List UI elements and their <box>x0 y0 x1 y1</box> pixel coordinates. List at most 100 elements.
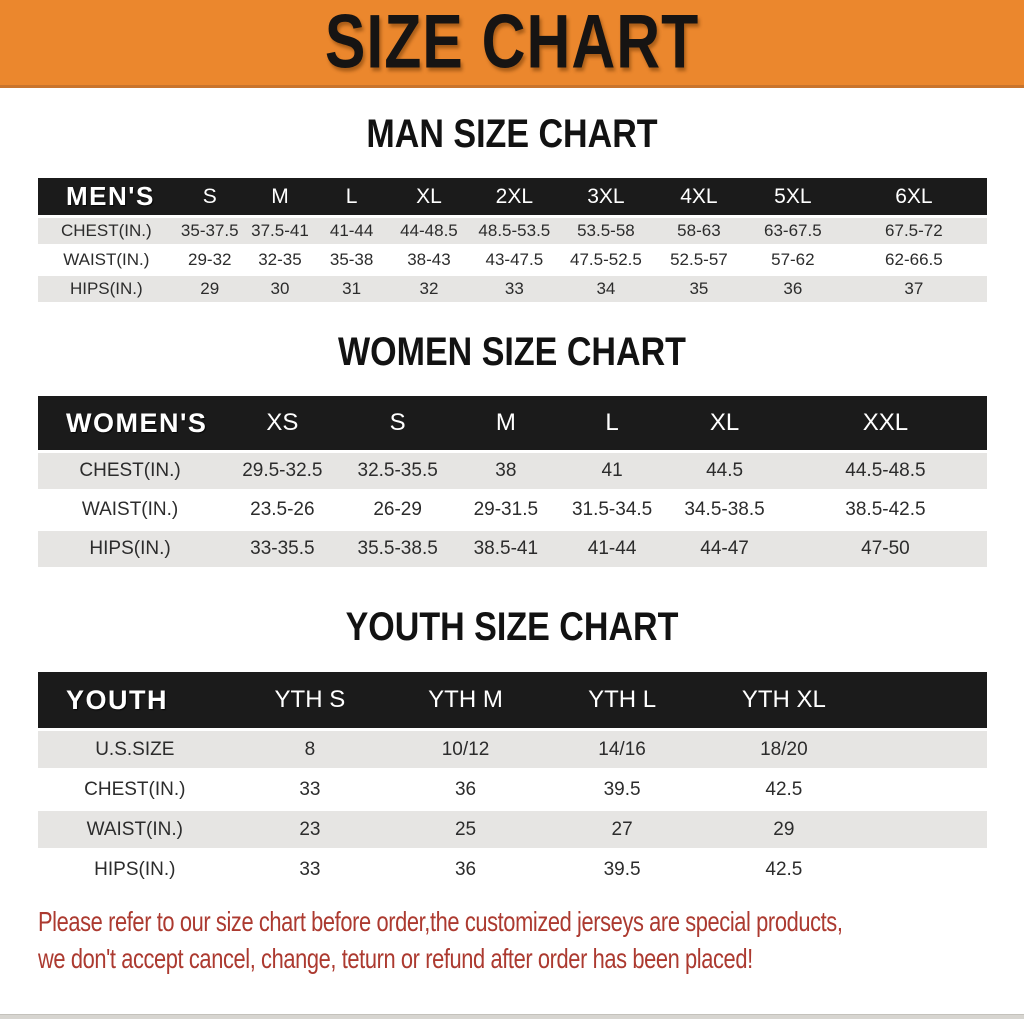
size-value-cell: 30 <box>244 273 316 302</box>
size-value-cell: 57-62 <box>744 244 841 273</box>
size-value-cell: 39.5 <box>542 848 702 888</box>
table-row: HIPS(IN.) 33 36 39.5 42.5 <box>38 848 987 888</box>
size-value-cell: 33 <box>231 848 389 888</box>
row-label: CHEST(IN.) <box>38 215 175 244</box>
size-value-cell: 67.5-72 <box>840 215 987 244</box>
row-label: CHEST(IN.) <box>38 450 223 489</box>
men-size-table: MEN'S S M L XL 2XL 3XL 4XL 5XL 6XL CHEST(IN.) 35-37… <box>38 178 987 302</box>
column-header: XXL <box>783 396 987 450</box>
table-row: WAIST(IN.) 23 25 27 29 <box>38 808 987 848</box>
size-value-cell: 58-63 <box>652 215 745 244</box>
row-label: HIPS(IN.) <box>38 273 175 302</box>
table-row: CHEST(IN.) 35-37.5 37.5-41 41-44 44-48.5 48.5… <box>38 215 987 244</box>
size-value-cell: 35-38 <box>315 244 389 273</box>
size-value-cell: 36 <box>744 273 841 302</box>
size-value-cell: 29 <box>174 273 245 302</box>
size-value-cell: 39.5 <box>542 768 702 808</box>
youth-size-section: YOUTH SIZE CHART YOUTH YTH S YTH M YTH L YTH… <box>0 607 1024 888</box>
table-row: CHEST(IN.) 33 36 39.5 42.5 <box>38 768 987 808</box>
size-value-cell: 36 <box>388 848 543 888</box>
size-value-cell: 52.5-57 <box>652 244 745 273</box>
column-header: 6XL <box>840 178 987 215</box>
column-header: YTH M <box>388 672 543 728</box>
row-label: WAIST(IN.) <box>38 808 232 848</box>
column-header: S <box>174 178 245 215</box>
women-size-table-container: WOMEN'S XS S M L XL XXL CHEST(IN.) 29.5-32.5 32.5… <box>38 396 987 567</box>
size-value-cell: 26-29 <box>342 489 453 528</box>
size-value-cell: 29-31.5 <box>452 489 559 528</box>
size-value-cell: 33 <box>469 273 559 302</box>
size-value-cell: 38 <box>452 450 559 489</box>
table-header-row: MEN'S S M L XL 2XL 3XL 4XL 5XL 6XL <box>38 178 987 215</box>
men-size-table-container: MEN'S S M L XL 2XL 3XL 4XL 5XL 6XL CHEST(IN.) 35-37… <box>38 178 987 302</box>
banner: SIZE CHART <box>0 0 1024 88</box>
table-corner-label: YOUTH <box>38 672 232 728</box>
women-size-table: WOMEN'S XS S M L XL XXL CHEST(IN.) 29.5-32.5 32.5… <box>38 396 987 567</box>
notice-line-1: Please refer to our size chart before or… <box>38 906 843 937</box>
table-corner-label: MEN'S <box>38 178 175 215</box>
table-row: U.S.SIZE 8 10/12 14/16 18/20 <box>38 728 987 768</box>
size-value-cell: 14/16 <box>542 728 702 768</box>
size-value-cell: 42.5 <box>701 768 867 808</box>
row-label: HIPS(IN.) <box>38 528 223 567</box>
spacer-cell <box>866 808 987 848</box>
size-value-cell: 53.5-58 <box>558 215 653 244</box>
column-header: XL <box>665 396 784 450</box>
column-header: YTH S <box>231 672 389 728</box>
men-section-heading: MAN SIZE CHART <box>366 111 658 156</box>
size-value-cell: 31 <box>315 273 389 302</box>
size-value-cell: 62-66.5 <box>840 244 987 273</box>
size-value-cell: 47-50 <box>783 528 987 567</box>
women-size-section: WOMEN SIZE CHART WOMEN'S XS S M L XL XXL CHEST(… <box>0 329 1024 567</box>
size-value-cell: 44.5-48.5 <box>783 450 987 489</box>
size-value-cell: 38.5-42.5 <box>783 489 987 528</box>
size-value-cell: 32.5-35.5 <box>342 450 453 489</box>
size-value-cell: 41 <box>558 450 666 489</box>
banner-title: SIZE CHART <box>324 0 700 84</box>
size-value-cell: 27 <box>542 808 702 848</box>
column-header: XS <box>222 396 343 450</box>
size-value-cell: 29.5-32.5 <box>222 450 343 489</box>
column-header: YTH XL <box>701 672 867 728</box>
table-row: HIPS(IN.) 33-35.5 35.5-38.5 38.5-41 41-44 44-… <box>38 528 987 567</box>
size-value-cell: 37 <box>840 273 987 302</box>
size-value-cell: 33 <box>231 768 389 808</box>
table-row: WAIST(IN.) 23.5-26 26-29 29-31.5 31.5-34.5 34… <box>38 489 987 528</box>
size-value-cell: 31.5-34.5 <box>558 489 666 528</box>
size-value-cell: 23 <box>231 808 389 848</box>
table-row: HIPS(IN.) 29 30 31 32 33 34 35 36 37 <box>38 273 987 302</box>
row-label: U.S.SIZE <box>38 728 232 768</box>
table-corner-label: WOMEN'S <box>38 396 223 450</box>
women-section-heading: WOMEN SIZE CHART <box>338 329 686 374</box>
column-header: XL <box>388 178 470 215</box>
size-value-cell: 44-48.5 <box>388 215 470 244</box>
size-value-cell: 35.5-38.5 <box>342 528 453 567</box>
column-header: L <box>315 178 389 215</box>
row-label: HIPS(IN.) <box>38 848 232 888</box>
spacer-cell <box>866 672 987 728</box>
table-row: CHEST(IN.) 29.5-32.5 32.5-35.5 38 41 44.5 44.5… <box>38 450 987 489</box>
size-value-cell: 29 <box>701 808 867 848</box>
row-label: WAIST(IN.) <box>38 489 223 528</box>
column-header: M <box>244 178 316 215</box>
youth-size-table-container: YOUTH YTH S YTH M YTH L YTH XL U.S.SIZE 8 10/12… <box>38 672 987 888</box>
row-label: CHEST(IN.) <box>38 768 232 808</box>
size-value-cell: 18/20 <box>701 728 867 768</box>
column-header: 5XL <box>744 178 841 215</box>
table-header-row: WOMEN'S XS S M L XL XXL <box>38 396 987 450</box>
size-value-cell: 44-47 <box>665 528 784 567</box>
size-value-cell: 41-44 <box>558 528 666 567</box>
size-value-cell: 47.5-52.5 <box>558 244 653 273</box>
notice-line-2: we don't accept cancel, change, teturn o… <box>38 943 753 974</box>
size-value-cell: 34 <box>558 273 653 302</box>
size-value-cell: 48.5-53.5 <box>469 215 559 244</box>
column-header: L <box>558 396 666 450</box>
size-value-cell: 32-35 <box>244 244 316 273</box>
size-value-cell: 10/12 <box>388 728 543 768</box>
spacer-cell <box>866 768 987 808</box>
column-header: YTH L <box>542 672 702 728</box>
footer-notice: Please refer to our size chart before or… <box>38 903 1024 977</box>
size-value-cell: 38-43 <box>388 244 470 273</box>
size-value-cell: 35 <box>652 273 745 302</box>
